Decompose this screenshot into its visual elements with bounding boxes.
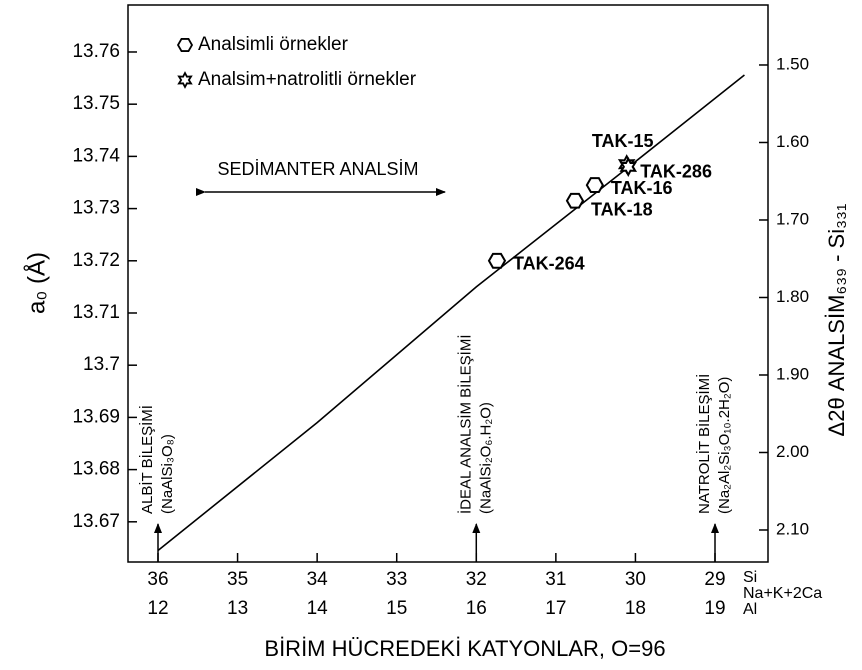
data-point bbox=[565, 192, 585, 209]
y2-tick-label: 2.00 bbox=[776, 442, 809, 461]
y-tick-label: 13.68 bbox=[72, 459, 120, 480]
data-point bbox=[585, 177, 605, 194]
y-tick-label: 13.75 bbox=[72, 93, 120, 114]
y2-tick-label: 1.70 bbox=[776, 209, 809, 228]
y-tick-label: 13.7 bbox=[83, 354, 120, 375]
y2-axis-title: Δ2θ ANALSİM₆₃₉ - Si₃₃₁ bbox=[824, 204, 849, 437]
annotation-text: NATROLİT BİLEŞİMİ bbox=[695, 374, 713, 514]
point-label: TAK-264 bbox=[513, 254, 585, 274]
x-secondary-tick-label: 15 bbox=[386, 598, 407, 619]
legend-marker bbox=[177, 71, 193, 89]
point-label: TAK-16 bbox=[611, 178, 673, 198]
legend-label: Analsim+natrolitli örnekler bbox=[198, 69, 417, 90]
x-tick-label: 34 bbox=[307, 569, 329, 590]
x-row-label: Al bbox=[743, 601, 757, 618]
data-point bbox=[619, 156, 638, 177]
x-tick-label: 33 bbox=[386, 569, 407, 590]
y-tick-label: 13.76 bbox=[72, 41, 120, 62]
curve bbox=[157, 74, 745, 552]
y2-tick-label: 1.50 bbox=[776, 54, 809, 73]
annotation-formula: (Na₂Al₂Si₃O₁₀.2H₂O) bbox=[716, 377, 733, 514]
legend-marker bbox=[176, 38, 194, 52]
range-annotation: SEDİMANTER ANALSİM bbox=[217, 159, 418, 179]
annotation-formula: (NaAlSi₂O₆.H₂O) bbox=[477, 402, 494, 514]
y-tick-label: 13.67 bbox=[72, 511, 120, 532]
annotation-formula: (NaAlSi₃O₈) bbox=[159, 434, 176, 514]
y-tick-label: 13.73 bbox=[72, 198, 120, 219]
y2-tick-label: 1.60 bbox=[776, 132, 809, 151]
plot-frame bbox=[127, 4, 769, 563]
point-label: TAK-15 bbox=[592, 131, 654, 151]
point-label: TAK-18 bbox=[591, 200, 653, 220]
x-secondary-tick-label: 19 bbox=[704, 598, 725, 619]
x-tick-label: 36 bbox=[147, 569, 168, 590]
y-axis-title: a₀ (Å) bbox=[22, 252, 50, 314]
x-axis-title: BİRİM HÜCREDEKİ KATYONLAR, O=96 bbox=[264, 636, 665, 661]
y-tick-label: 13.69 bbox=[72, 406, 120, 427]
x-row-label: Si bbox=[743, 569, 757, 586]
y-tick-label: 13.72 bbox=[72, 250, 120, 271]
legend-label: Analsimli örnekler bbox=[198, 34, 349, 55]
x-tick-label: 35 bbox=[227, 569, 248, 590]
y2-tick-label: 1.90 bbox=[776, 364, 809, 383]
data-point bbox=[487, 252, 507, 269]
y-tick-label: 13.74 bbox=[72, 145, 120, 166]
annotation-text: İDEAL ANALSİM BİLEŞİMİ bbox=[456, 334, 474, 514]
point-label: TAK-286 bbox=[640, 162, 712, 182]
y2-tick-label: 1.80 bbox=[776, 287, 809, 306]
x-secondary-tick-label: 17 bbox=[545, 598, 566, 619]
x-secondary-tick-label: 16 bbox=[466, 598, 487, 619]
y2-tick-label: 2.10 bbox=[776, 519, 809, 538]
x-secondary-tick-label: 12 bbox=[147, 598, 168, 619]
x-tick-label: 30 bbox=[625, 569, 646, 590]
x-secondary-tick-label: 14 bbox=[307, 598, 329, 619]
annotation-text: ALBİT BİLEŞİMİ bbox=[138, 405, 156, 514]
y-tick-label: 13.71 bbox=[72, 302, 120, 323]
x-tick-label: 32 bbox=[466, 569, 487, 590]
x-secondary-tick-label: 18 bbox=[625, 598, 646, 619]
x-secondary-tick-label: 13 bbox=[227, 598, 248, 619]
x-row-label: Na+K+2Ca bbox=[743, 585, 822, 602]
x-tick-label: 31 bbox=[545, 569, 566, 590]
x-tick-label: 29 bbox=[704, 569, 725, 590]
